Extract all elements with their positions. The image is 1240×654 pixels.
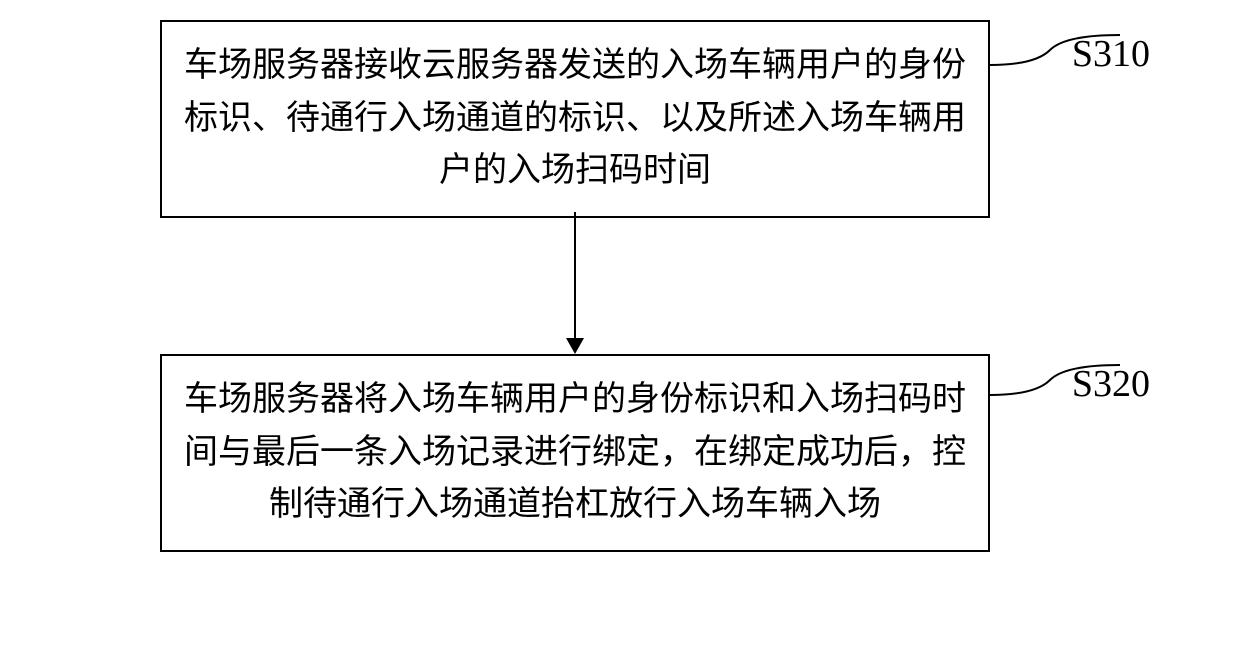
flowchart-arrow-line [574, 212, 576, 346]
step-label-s310: S310 [1072, 32, 1150, 76]
step-text: 车场服务器接收云服务器发送的入场车辆用户的身份标识、待通行入场通道的标识、以及所… [184, 40, 966, 198]
step-text: 车场服务器将入场车辆用户的身份标识和入场扫码时间与最后一条入场记录进行绑定，在绑… [184, 374, 966, 532]
flowchart-step-s320: 车场服务器将入场车辆用户的身份标识和入场扫码时间与最后一条入场记录进行绑定，在绑… [160, 354, 990, 552]
step-label-s320: S320 [1072, 362, 1150, 406]
flowchart-arrow-head [566, 338, 584, 354]
flowchart-step-s310: 车场服务器接收云服务器发送的入场车辆用户的身份标识、待通行入场通道的标识、以及所… [160, 20, 990, 218]
